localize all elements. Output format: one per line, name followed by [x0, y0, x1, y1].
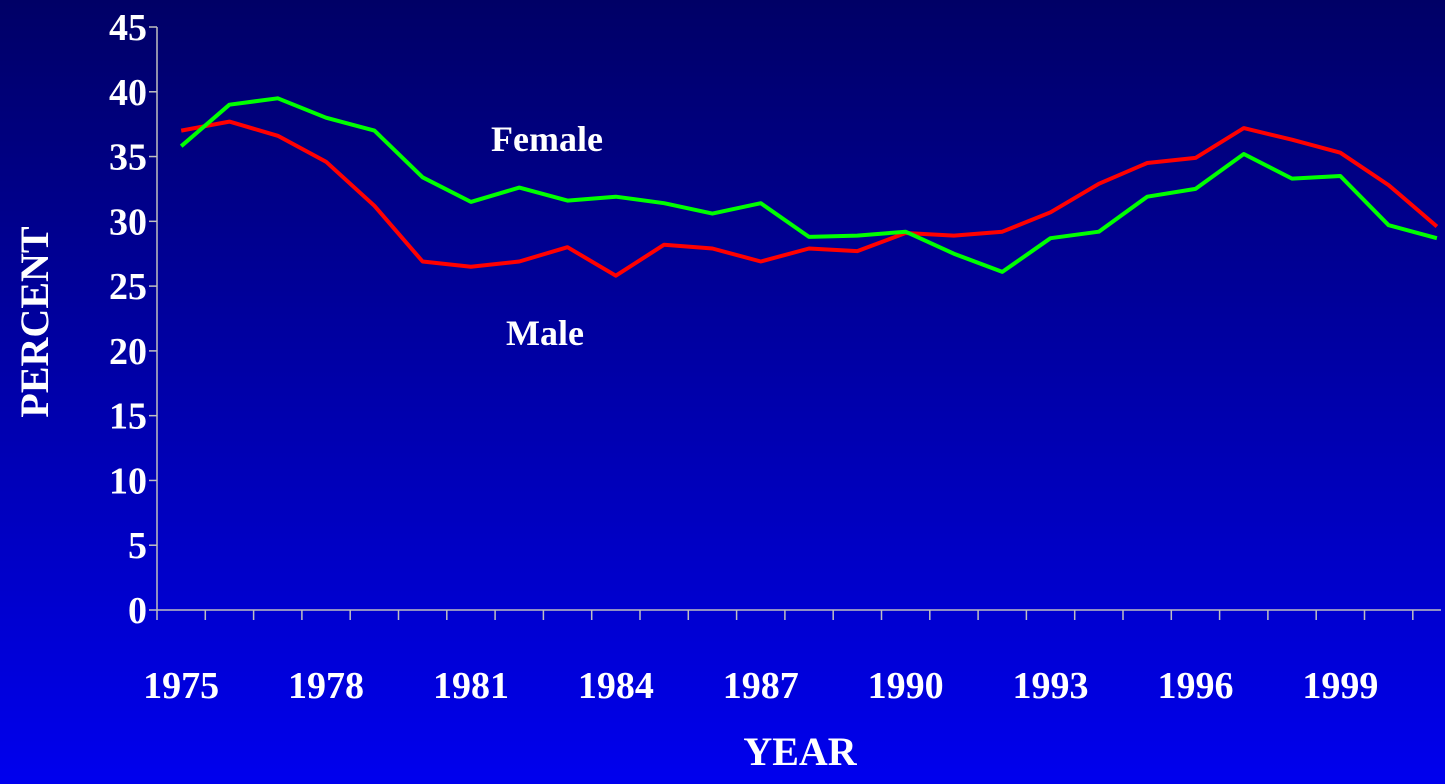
y-tick-label: 0 — [128, 590, 147, 632]
y-tick-label: 10 — [109, 460, 147, 502]
x-tick-label: 1993 — [1013, 665, 1089, 707]
y-tick-label: 45 — [109, 7, 147, 49]
x-axis-label: YEAR — [743, 729, 857, 774]
series-label: Male — [506, 313, 584, 353]
x-tick-label: 1978 — [288, 665, 364, 707]
series-label: Female — [491, 119, 603, 159]
y-tick-label: 35 — [109, 137, 147, 179]
line-series — [179, 96, 1438, 274]
y-tick-label: 5 — [128, 525, 147, 567]
y-tick-label: 25 — [109, 266, 147, 308]
y-tick-label: 30 — [109, 201, 147, 243]
y-tick-label: 15 — [109, 396, 147, 438]
y-tick-label: 40 — [109, 72, 147, 114]
x-tick-label: 1990 — [868, 665, 944, 707]
x-tick-label: 1996 — [1157, 665, 1233, 707]
x-tick-label: 1999 — [1302, 665, 1378, 707]
x-tick-label: 1987 — [723, 665, 799, 707]
y-axis-label: PERCENT — [12, 226, 57, 417]
x-tick-label: 1975 — [143, 665, 219, 707]
x-tick-label: 1984 — [578, 665, 654, 707]
line-series — [180, 119, 1439, 278]
x-tick-label: 1981 — [433, 665, 509, 707]
y-tick-label: 20 — [109, 331, 147, 373]
